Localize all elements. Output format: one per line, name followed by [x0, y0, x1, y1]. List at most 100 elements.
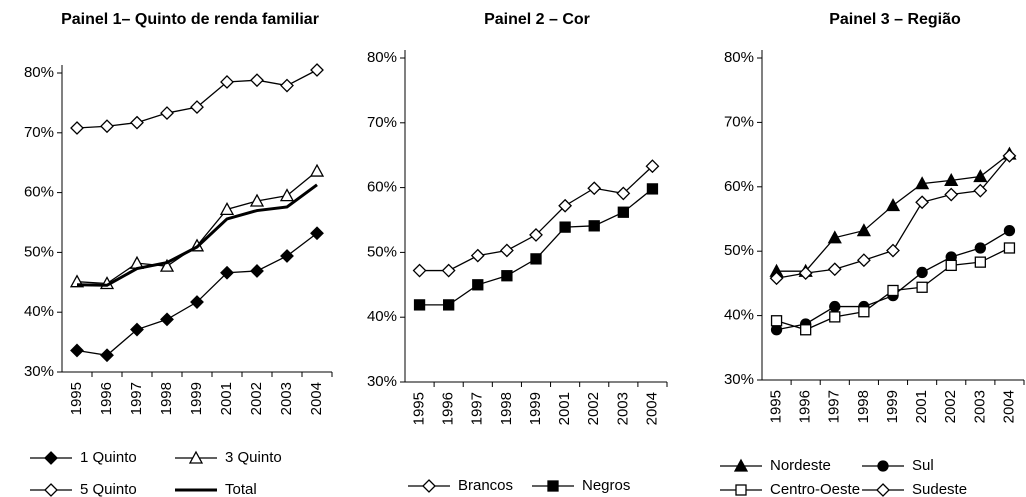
- point: [310, 63, 324, 77]
- point: [798, 266, 813, 281]
- point: [499, 243, 514, 258]
- point: [70, 121, 84, 135]
- series-line: [76, 232, 318, 356]
- point: [885, 198, 901, 212]
- point: [616, 186, 631, 201]
- legend-label: Sul: [912, 457, 934, 474]
- x-tick-label: 2001: [913, 390, 930, 423]
- y-tick-label: 80%: [24, 64, 54, 81]
- point: [645, 159, 660, 174]
- y-tick-label: 70%: [724, 113, 754, 130]
- y-tick-label: 40%: [724, 307, 754, 324]
- x-tick-label: 1995: [68, 382, 85, 415]
- point: [220, 75, 234, 89]
- series-line: [776, 155, 1010, 279]
- x-tick-label: 2001: [556, 392, 573, 425]
- y-tick-label: 50%: [24, 243, 54, 260]
- legend-marker: [733, 458, 749, 472]
- x-tick-label: 2003: [278, 382, 295, 415]
- point: [915, 195, 930, 210]
- point: [944, 173, 959, 187]
- point: [887, 284, 899, 297]
- legend-label: 1 Quinto: [80, 449, 137, 466]
- legend-label: Negros: [582, 477, 630, 494]
- point: [944, 187, 959, 202]
- y-tick-label: 50%: [367, 243, 397, 260]
- point: [441, 263, 456, 278]
- legend-marker: [735, 484, 747, 496]
- point: [559, 221, 571, 233]
- series-line: [419, 188, 653, 306]
- point: [280, 249, 294, 263]
- point: [412, 263, 427, 278]
- point: [916, 266, 928, 279]
- point: [501, 270, 513, 282]
- point: [1003, 224, 1016, 237]
- point: [587, 181, 602, 196]
- y-tick-label: 40%: [24, 303, 54, 320]
- x-tick-label: 2003: [971, 390, 988, 423]
- point: [220, 265, 234, 280]
- point: [309, 163, 325, 177]
- x-tick-label: 1996: [440, 392, 457, 425]
- y-tick-label: 30%: [24, 363, 54, 380]
- y-tick-label: 70%: [24, 124, 54, 141]
- point: [646, 183, 659, 195]
- y-tick-label: 50%: [724, 242, 754, 259]
- x-tick-label: 2002: [942, 390, 959, 423]
- point: [190, 100, 204, 115]
- y-tick-label: 60%: [24, 184, 54, 201]
- legend-marker: [877, 460, 889, 472]
- point: [588, 220, 600, 232]
- point: [249, 193, 265, 207]
- x-tick-label: 1995: [411, 392, 428, 425]
- point: [1003, 242, 1016, 254]
- point: [829, 311, 841, 323]
- x-tick-label: 1997: [128, 382, 145, 415]
- legend-marker: [44, 451, 58, 465]
- x-tick-label: 1997: [826, 390, 843, 423]
- y-tick-label: 80%: [367, 49, 397, 66]
- point: [160, 312, 174, 327]
- x-tick-label: 1995: [768, 390, 785, 423]
- x-tick-label: 1999: [884, 390, 901, 423]
- x-tick-label: 2002: [248, 382, 265, 415]
- legend-marker: [876, 483, 890, 497]
- y-tick-label: 70%: [367, 114, 397, 131]
- y-tick-label: 30%: [724, 371, 754, 388]
- x-tick-label: 2004: [308, 382, 325, 415]
- legend-marker: [547, 480, 559, 492]
- x-tick-label: 1998: [498, 392, 515, 425]
- point: [310, 226, 324, 241]
- chart-title: Painel 2 – Cor: [484, 11, 590, 28]
- point: [219, 201, 235, 215]
- series-line: [76, 69, 318, 129]
- legend-marker: [44, 483, 58, 497]
- x-tick-label: 1999: [188, 382, 205, 415]
- x-tick-label: 2002: [585, 392, 602, 425]
- point: [130, 115, 144, 130]
- legend-label: Sudeste: [912, 481, 967, 497]
- legend-marker: [422, 479, 436, 493]
- point: [1002, 148, 1017, 163]
- y-tick-label: 30%: [367, 373, 397, 390]
- point: [472, 279, 484, 291]
- point: [973, 169, 988, 183]
- point: [827, 262, 842, 277]
- legend-label: Centro-Oeste: [770, 481, 860, 497]
- x-tick-label: 2001: [218, 382, 235, 415]
- x-tick-label: 1998: [855, 390, 872, 423]
- point: [916, 281, 928, 293]
- legend-label: Nordeste: [770, 457, 831, 474]
- legend-label: 3 Quinto: [225, 449, 282, 466]
- y-tick-label: 80%: [724, 49, 754, 66]
- point: [617, 206, 629, 218]
- point: [70, 343, 84, 358]
- series-line: [76, 170, 318, 285]
- point: [529, 227, 543, 242]
- x-tick-label: 2004: [643, 392, 660, 425]
- y-tick-label: 60%: [724, 178, 754, 195]
- point: [160, 106, 174, 120]
- point: [973, 183, 988, 198]
